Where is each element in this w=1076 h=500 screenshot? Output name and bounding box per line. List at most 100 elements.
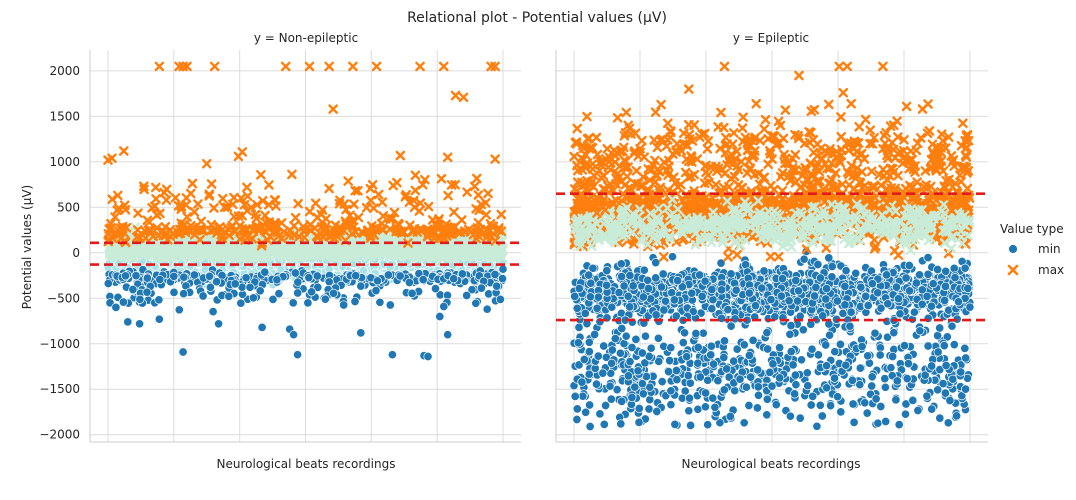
max-point: [280, 61, 291, 72]
max-point: [415, 61, 425, 72]
min-point: [960, 263, 970, 273]
min-point: [439, 301, 449, 312]
max-point: [324, 61, 334, 72]
min-point: [616, 259, 626, 269]
min-point: [882, 270, 892, 280]
min-point: [131, 271, 141, 281]
min-point: [179, 289, 189, 299]
min-point: [224, 291, 234, 301]
max-point: [151, 182, 161, 193]
max-point: [377, 197, 388, 207]
min-point: [205, 282, 215, 292]
min-point: [169, 287, 179, 297]
max-point: [202, 158, 212, 169]
y-axis-label: Potential values (µV): [20, 185, 34, 309]
min-point: [449, 274, 459, 284]
min-point: [490, 269, 500, 280]
min-point: [351, 271, 361, 281]
max-point: [472, 173, 482, 184]
max-point: [462, 187, 472, 197]
min-point: [430, 284, 441, 294]
min-point: [476, 283, 486, 293]
min-point: [248, 293, 258, 303]
min-point: [260, 267, 270, 277]
max-point: [218, 193, 228, 204]
max-point: [256, 170, 266, 180]
max-point: [206, 179, 217, 189]
min-point: [120, 271, 131, 281]
max-point: [348, 61, 358, 72]
min-point: [329, 288, 339, 298]
min-point: [917, 299, 927, 309]
min-point: [103, 278, 113, 289]
max-point: [187, 178, 198, 189]
min-point: [142, 287, 152, 297]
min-point: [791, 275, 801, 286]
max-point: [438, 61, 449, 72]
max-point: [189, 207, 200, 217]
max-point: [443, 190, 453, 201]
x-axis-label-non-epileptic: Neurological beats recordings: [217, 457, 396, 471]
max-point: [392, 177, 402, 188]
min-point: [204, 271, 215, 281]
min-point: [851, 268, 861, 278]
min-point: [274, 289, 284, 299]
max-point: [395, 150, 406, 161]
min-point: [462, 290, 472, 301]
min-point: [708, 295, 718, 305]
min-point: [289, 330, 299, 340]
min-point: [385, 300, 395, 310]
min-point: [482, 304, 492, 314]
min-point: [799, 254, 809, 264]
max-point: [290, 212, 301, 223]
min-point: [230, 279, 240, 289]
min-point: [154, 314, 164, 324]
max-point: [442, 152, 453, 163]
panel-epileptic: [555, 50, 988, 443]
max-point: [304, 206, 315, 217]
min-point: [154, 295, 164, 305]
min-point: [356, 281, 366, 291]
max-point: [154, 61, 165, 72]
min-point: [324, 277, 334, 287]
min-point: [387, 350, 397, 360]
min-point: [492, 281, 502, 291]
min-point: [418, 275, 428, 285]
min-point: [660, 296, 671, 306]
max-point: [328, 104, 338, 114]
max-point: [469, 181, 480, 192]
min-point: [142, 273, 152, 283]
min-point: [863, 300, 873, 311]
max-point: [410, 185, 421, 196]
min-point: [484, 289, 494, 299]
min-point: [372, 276, 383, 286]
min-point: [307, 287, 317, 297]
min-point: [303, 298, 313, 308]
min-point: [350, 296, 360, 307]
max-point: [473, 190, 484, 200]
min-point: [288, 298, 298, 308]
min-point: [423, 351, 433, 362]
min-point: [123, 317, 133, 327]
min-point: [471, 298, 481, 308]
min-point: [923, 269, 933, 279]
min-point: [947, 321, 957, 331]
max-point: [132, 225, 143, 235]
min-point: [214, 319, 224, 329]
min-point: [651, 258, 661, 268]
max-point: [458, 92, 469, 103]
min-point: [395, 271, 405, 281]
min-point: [923, 253, 933, 263]
min-point: [949, 263, 959, 273]
min-point: [293, 277, 303, 287]
min-point: [759, 266, 769, 276]
min-point: [404, 277, 414, 288]
panel-title-non-epileptic: y = Non-epileptic: [254, 31, 358, 45]
max-point: [371, 61, 382, 72]
min-point: [174, 305, 184, 315]
panel-non-epileptic: [89, 50, 521, 443]
max-point: [481, 210, 491, 220]
max-point: [496, 209, 507, 220]
